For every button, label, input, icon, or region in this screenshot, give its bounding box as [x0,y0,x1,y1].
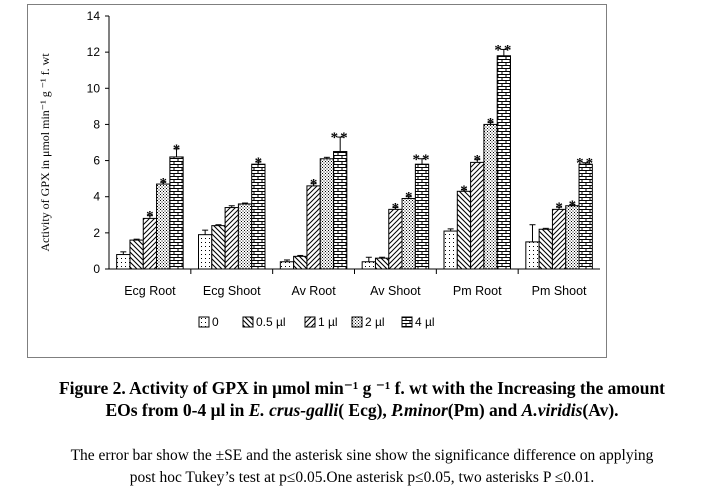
bar [198,234,213,270]
bar [578,163,593,270]
bar [361,261,376,270]
bar [456,190,472,270]
y-tick-label: 2 [93,226,100,240]
bar [142,217,158,270]
bar [224,207,239,270]
legend-swatch [304,316,316,328]
figure-note: The error bar show the ±SE and the aster… [0,445,724,489]
figure-caption-title: Figure 2. Activity of GPX in μmol min⁻¹ … [0,377,724,421]
legend-label: 2 µl [365,315,385,329]
bar [251,163,266,270]
figure-label: Figure 2. [58,378,126,398]
legend-label: 0.5 µl [256,315,286,329]
species-name: E. crus-galli [248,400,339,420]
bar [333,151,348,270]
significance-marker: * [255,155,263,171]
y-tick-label: 14 [87,9,101,23]
significance-marker: ** [494,42,513,58]
legend-label: 1 µl [318,315,338,329]
bar [401,198,416,270]
significance-marker: ** [331,130,350,146]
legend-swatch [401,316,413,328]
bar [116,254,131,270]
bar [156,183,171,270]
y-tick-label: 4 [93,190,100,204]
caption-line-2: EOs from 0-4 μl in E. crus-galli( Ecg), … [0,399,724,421]
y-tick-label: 0 [93,262,100,276]
y-axis-title: Activity of GPX in μmol min⁻¹ g ⁻¹ f. wt [38,53,52,252]
bar [470,161,485,270]
significance-marker: * [555,200,563,216]
legend-swatch [198,316,210,328]
bar [388,208,403,270]
x-category-label: Av Root [291,284,336,298]
significance-marker: ** [413,152,432,168]
x-category-label: Ecg Shoot [203,284,261,298]
bar [279,261,295,270]
significance-marker: * [392,201,400,217]
chart-frame: 0 2 4 6 8 10 12 14 Activity of GPX in μmol min⁻¹… [27,4,607,358]
bar [443,230,458,270]
caption-part: EOs from 0-4 μl in [105,400,249,420]
caption-part: ( Ecg), [338,400,392,420]
bar [414,163,430,270]
legend-swatch [351,316,363,328]
significance-marker: * [474,153,482,169]
gpx-bar-chart: 0 2 4 6 8 10 12 14 Activity of GPX in μmol min⁻¹… [38,9,600,329]
bar [525,241,540,270]
legend-label: 4 µl [415,315,435,329]
bar [293,255,308,270]
bar [565,205,580,270]
significance-marker: * [146,209,154,225]
significance-marker: * [310,177,318,193]
caption-line-1: Figure 2. Activity of GPX in μmol min⁻¹ … [0,377,724,399]
significance-marker: * [159,175,167,191]
bar [129,239,144,270]
significance-marker: * [173,142,181,158]
x-category-label: Pm Shoot [532,284,587,298]
note-line-1: The error bar show the ±SE and the aster… [70,447,654,464]
bar [496,55,512,270]
x-category-label: Ecg Root [124,284,176,298]
y-tick-label: 12 [87,45,101,59]
bar [306,185,321,270]
significance-marker: * [569,198,577,214]
species-name: A.viridis [521,400,583,420]
bar [211,225,226,270]
bar [169,156,184,270]
significance-marker: * [460,183,468,199]
species-name: P.minor [391,400,448,420]
significance-marker: * [487,116,495,132]
y-tick-label: 6 [93,154,100,168]
significance-marker: ** [576,156,595,172]
y-tick-label: 8 [93,117,100,131]
bar [319,158,335,270]
legend-label: 0 [212,315,219,329]
x-category-label: Av Shoot [370,284,421,298]
caption-part: (Pm) and [447,400,522,420]
bar [374,257,390,270]
caption-part: (Av). [582,400,619,420]
bar [551,208,567,270]
y-tick-label: 10 [87,81,101,95]
bar [237,203,253,270]
significance-marker: * [405,190,413,206]
bar [538,228,553,270]
note-line-2: post hoc Tukey’s test at p≤0.05.One aste… [129,469,595,486]
caption-title-text: Activity of GPX in μmol min⁻¹ g ⁻¹ f. wt… [129,378,666,398]
bar [483,123,498,270]
x-category-label: Pm Root [453,284,502,298]
legend-swatch [242,316,254,328]
